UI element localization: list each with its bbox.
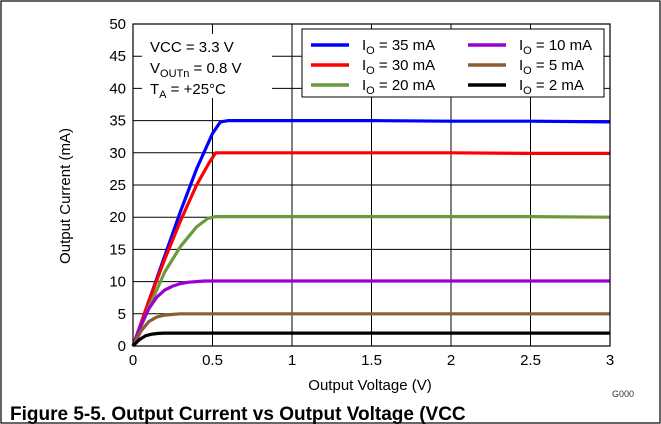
test-condition-tail: = 0.8 V <box>189 60 241 77</box>
y-axis-title: Output Current (mA) <box>57 128 74 264</box>
legend-label-3-main: I <box>362 77 366 94</box>
legend-label-6-subscript: O <box>523 85 532 97</box>
test-condition: VOUTn = 0.8 V <box>150 60 241 80</box>
legend-label-6: IO = 2 mA <box>519 77 584 97</box>
legend-label-5: IO = 5 mA <box>519 57 584 77</box>
legend-label-3-subscript: O <box>366 85 375 97</box>
legend-label-3-tail: = 20 mA <box>375 77 435 94</box>
y-tick-label: 45 <box>109 48 126 65</box>
test-condition: TA = +25°C <box>150 81 226 101</box>
y-tick-labels: 0 5 10 15 20 25 30 35 40 45 50 <box>109 16 126 355</box>
series-lines <box>131 119 611 348</box>
figure-id: G000 <box>612 389 634 399</box>
test-condition-tail: = +25°C <box>167 81 227 98</box>
test-conditions-background <box>142 34 272 98</box>
legend-label-6-main: I <box>519 77 523 94</box>
x-tick-label: 2.5 <box>520 352 541 369</box>
legend-label-4-subscript: O <box>523 45 532 57</box>
y-tick-label: 25 <box>109 177 126 194</box>
plot-area-border <box>132 23 611 347</box>
y-tick-label: 50 <box>109 16 126 33</box>
legend-label-2-main: I <box>362 57 366 74</box>
y-tick-label: 15 <box>109 241 126 258</box>
test-condition-main: VCC = 3.3 V <box>150 39 234 56</box>
x-tick-label: 1.5 <box>361 352 382 369</box>
legend-label-4-tail: = 10 mA <box>532 37 592 54</box>
y-tick-label: 20 <box>109 209 126 226</box>
x-tick-label: 0 <box>129 352 137 369</box>
series-line-4 <box>131 279 610 347</box>
figure-caption: Figure 5-5. Output Current vs Output Vol… <box>10 404 466 424</box>
test-condition-subscript: OUTn <box>160 68 189 80</box>
y-tick-label: 40 <box>109 80 126 97</box>
y-tick-label: 5 <box>118 306 126 323</box>
y-tick-label: 0 <box>118 338 126 355</box>
legend-label-5-main: I <box>519 57 523 74</box>
legend-label-5-tail: = 5 mA <box>532 57 584 74</box>
series-line-6 <box>131 331 610 348</box>
y-tick-label: 30 <box>109 145 126 162</box>
y-tick-label: 10 <box>109 274 126 291</box>
legend-label-6-tail: = 2 mA <box>532 77 584 94</box>
legend-label-1-subscript: O <box>366 45 375 57</box>
legend-box <box>301 28 605 98</box>
test-condition-main: T <box>150 81 159 98</box>
x-axis-title: Output Voltage (V) <box>308 377 431 394</box>
y-tick-label: 35 <box>109 113 126 130</box>
x-tick-label: 1 <box>288 352 296 369</box>
legend-label-1: IO = 35 mA <box>362 37 435 57</box>
x-tick-label: 0.5 <box>202 352 223 369</box>
legend-label-2-tail: = 30 mA <box>375 57 435 74</box>
legend-label-4-main: I <box>519 37 523 54</box>
test-condition: VCC = 3.3 V <box>150 39 234 56</box>
legend-label-2-subscript: O <box>366 65 375 77</box>
legend-label-1-main: I <box>362 37 366 54</box>
test-condition-subscript: A <box>159 89 167 101</box>
x-tick-label: 3 <box>606 352 614 369</box>
legend-label-1-tail: = 35 mA <box>375 37 435 54</box>
series-line-5 <box>131 312 610 347</box>
test-condition-main: V <box>150 60 160 77</box>
x-tick-label: 2 <box>447 352 455 369</box>
x-tick-labels: 0 0.5 1 1.5 2 2.5 3 <box>129 352 614 369</box>
legend-label-5-subscript: O <box>523 65 532 77</box>
legend-label-2: IO = 30 mA <box>362 57 435 77</box>
legend-label-3: IO = 20 mA <box>362 77 435 97</box>
series-line-3 <box>131 215 611 347</box>
series-line-2 <box>131 151 610 347</box>
legend-label-4: IO = 10 mA <box>519 37 592 57</box>
